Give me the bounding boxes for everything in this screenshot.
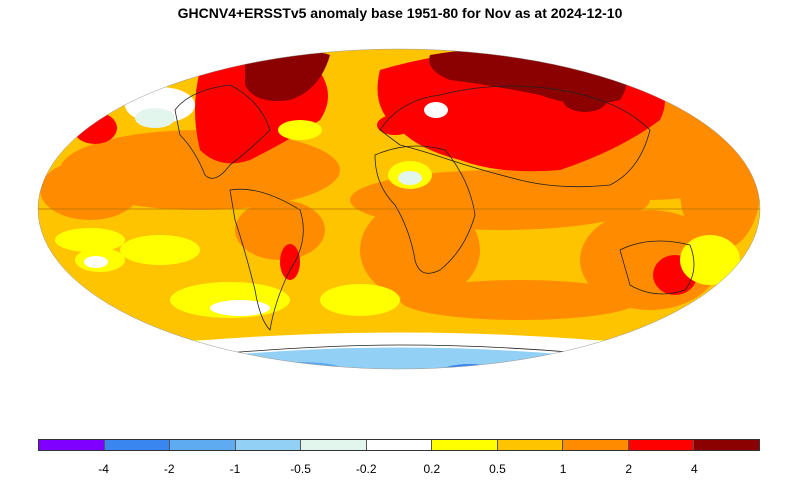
- legend-swatch: [104, 440, 171, 450]
- legend-swatch: [563, 440, 629, 450]
- legend-tick-labels: -4 -2 -1 -0.5 -0.2 0.2 0.5 1 2 4: [0, 462, 800, 478]
- legend-tick-label: 0.2: [423, 462, 441, 476]
- coastlines: [149, 84, 695, 361]
- legend-swatch: [432, 440, 498, 450]
- legend-swatch: [694, 440, 760, 450]
- legend-tick-label: 1: [559, 462, 567, 476]
- legend-swatch: [39, 440, 105, 450]
- legend-tick-label: -4: [98, 462, 109, 476]
- legend-swatch: [301, 440, 367, 450]
- map-title: GHCNV4+ERSSTv5 anomaly base 1951-80 for …: [177, 5, 623, 21]
- legend-swatch: [366, 440, 433, 450]
- legend-swatch: [170, 440, 236, 450]
- color-legend: [38, 439, 760, 451]
- legend-tick-label: 2: [625, 462, 633, 476]
- legend-tick-label: -0.2: [355, 462, 377, 476]
- legend-tick-label: -2: [163, 462, 175, 476]
- legend-tick-label: 4: [691, 462, 698, 476]
- legend-swatch: [497, 440, 564, 450]
- anomaly-field: [38, 49, 760, 369]
- legend-tick-label: -0.5: [290, 462, 311, 476]
- legend-tick-label: 0.5: [489, 462, 506, 476]
- legend-swatch: [628, 440, 695, 450]
- legend-tick-label: -1: [229, 462, 241, 476]
- legend-swatch: [235, 440, 302, 450]
